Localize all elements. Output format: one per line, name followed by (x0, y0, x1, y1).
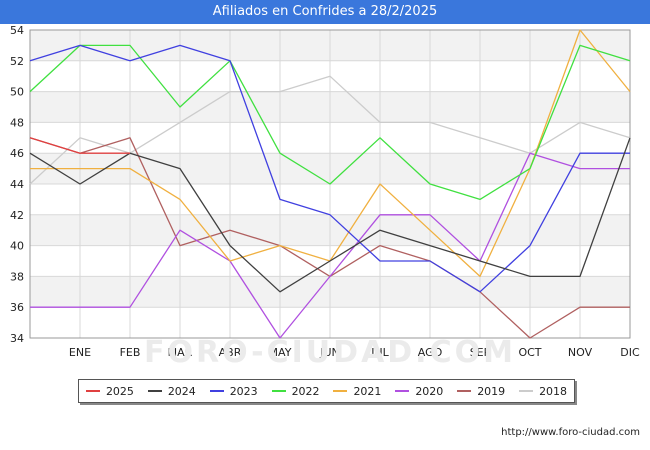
x-tick-label: OCT (518, 346, 541, 359)
series-line-2025 (29, 137, 130, 154)
chart-title: Afiliados en Confrides a 28/2/2025 (0, 0, 650, 24)
legend-swatch (147, 390, 162, 392)
legend-label: 2022 (291, 384, 320, 398)
legend-item-2021: 2021 (333, 385, 381, 398)
legend-label: 2020 (415, 384, 444, 398)
y-tick-label: 38 (10, 270, 24, 283)
legend-item-2024: 2024 (147, 384, 196, 398)
legend-label: 2021 (353, 384, 382, 398)
legend-item-2025: 2025 (85, 384, 134, 398)
x-tick-label: SEP (470, 346, 491, 359)
y-tick-label: 44 (10, 178, 24, 191)
legend-swatch (457, 390, 472, 392)
y-tick-label: 42 (10, 209, 24, 222)
x-tick-label: MAR (168, 346, 193, 359)
legend-swatch (85, 390, 100, 392)
legend-item-2020: 2020 (395, 385, 443, 398)
x-tick-label: JUL (370, 346, 389, 359)
series-line-2022 (29, 44, 631, 201)
y-tick-label: 48 (10, 116, 24, 129)
x-tick-label: ABR (219, 346, 242, 359)
legend-swatch (209, 390, 224, 392)
x-tick-label: ENE (69, 346, 91, 359)
legend-item-2022: 2022 (271, 384, 320, 398)
x-tick-label: JUN (319, 346, 340, 359)
legend-label: 2023 (229, 384, 258, 398)
x-tick-label: NOV (568, 346, 593, 359)
series-line-2023 (29, 44, 630, 293)
y-tick-label: 46 (10, 147, 24, 160)
watermark-text: FORO-CIUDAD.COM (144, 335, 516, 370)
y-tick-label: 34 (10, 332, 24, 345)
legend-label: 2019 (477, 384, 506, 398)
x-tick-label: MAY (269, 346, 292, 359)
x-tick-label: DIC (620, 346, 640, 359)
x-tick-label: FEB (120, 346, 141, 359)
legend-swatch (395, 390, 410, 392)
legend-label: 2018 (539, 384, 568, 398)
legend-swatch (519, 390, 534, 392)
legend-label: 2025 (105, 384, 134, 398)
source-url: http://www.foro-ciudad.com (501, 427, 640, 438)
y-tick-label: 40 (10, 240, 24, 253)
legend-swatch (333, 390, 348, 392)
legend-item-2023: 2023 (209, 384, 258, 398)
chart-legend: 2025 2024 2023 2022 2021 2020 2019 2018 (78, 379, 575, 403)
y-tick-label: 36 (10, 301, 24, 314)
legend-item-2018: 2018 (519, 385, 567, 398)
x-tick-label: AGO (418, 346, 443, 359)
legend-label: 2024 (167, 384, 196, 398)
y-tick-label: 50 (10, 86, 24, 99)
y-tick-label: 52 (10, 55, 24, 68)
legend-swatch (271, 390, 286, 392)
legend-item-2019: 2019 (457, 385, 505, 398)
series-line-2020 (30, 152, 630, 339)
y-tick-label: 54 (10, 24, 24, 37)
